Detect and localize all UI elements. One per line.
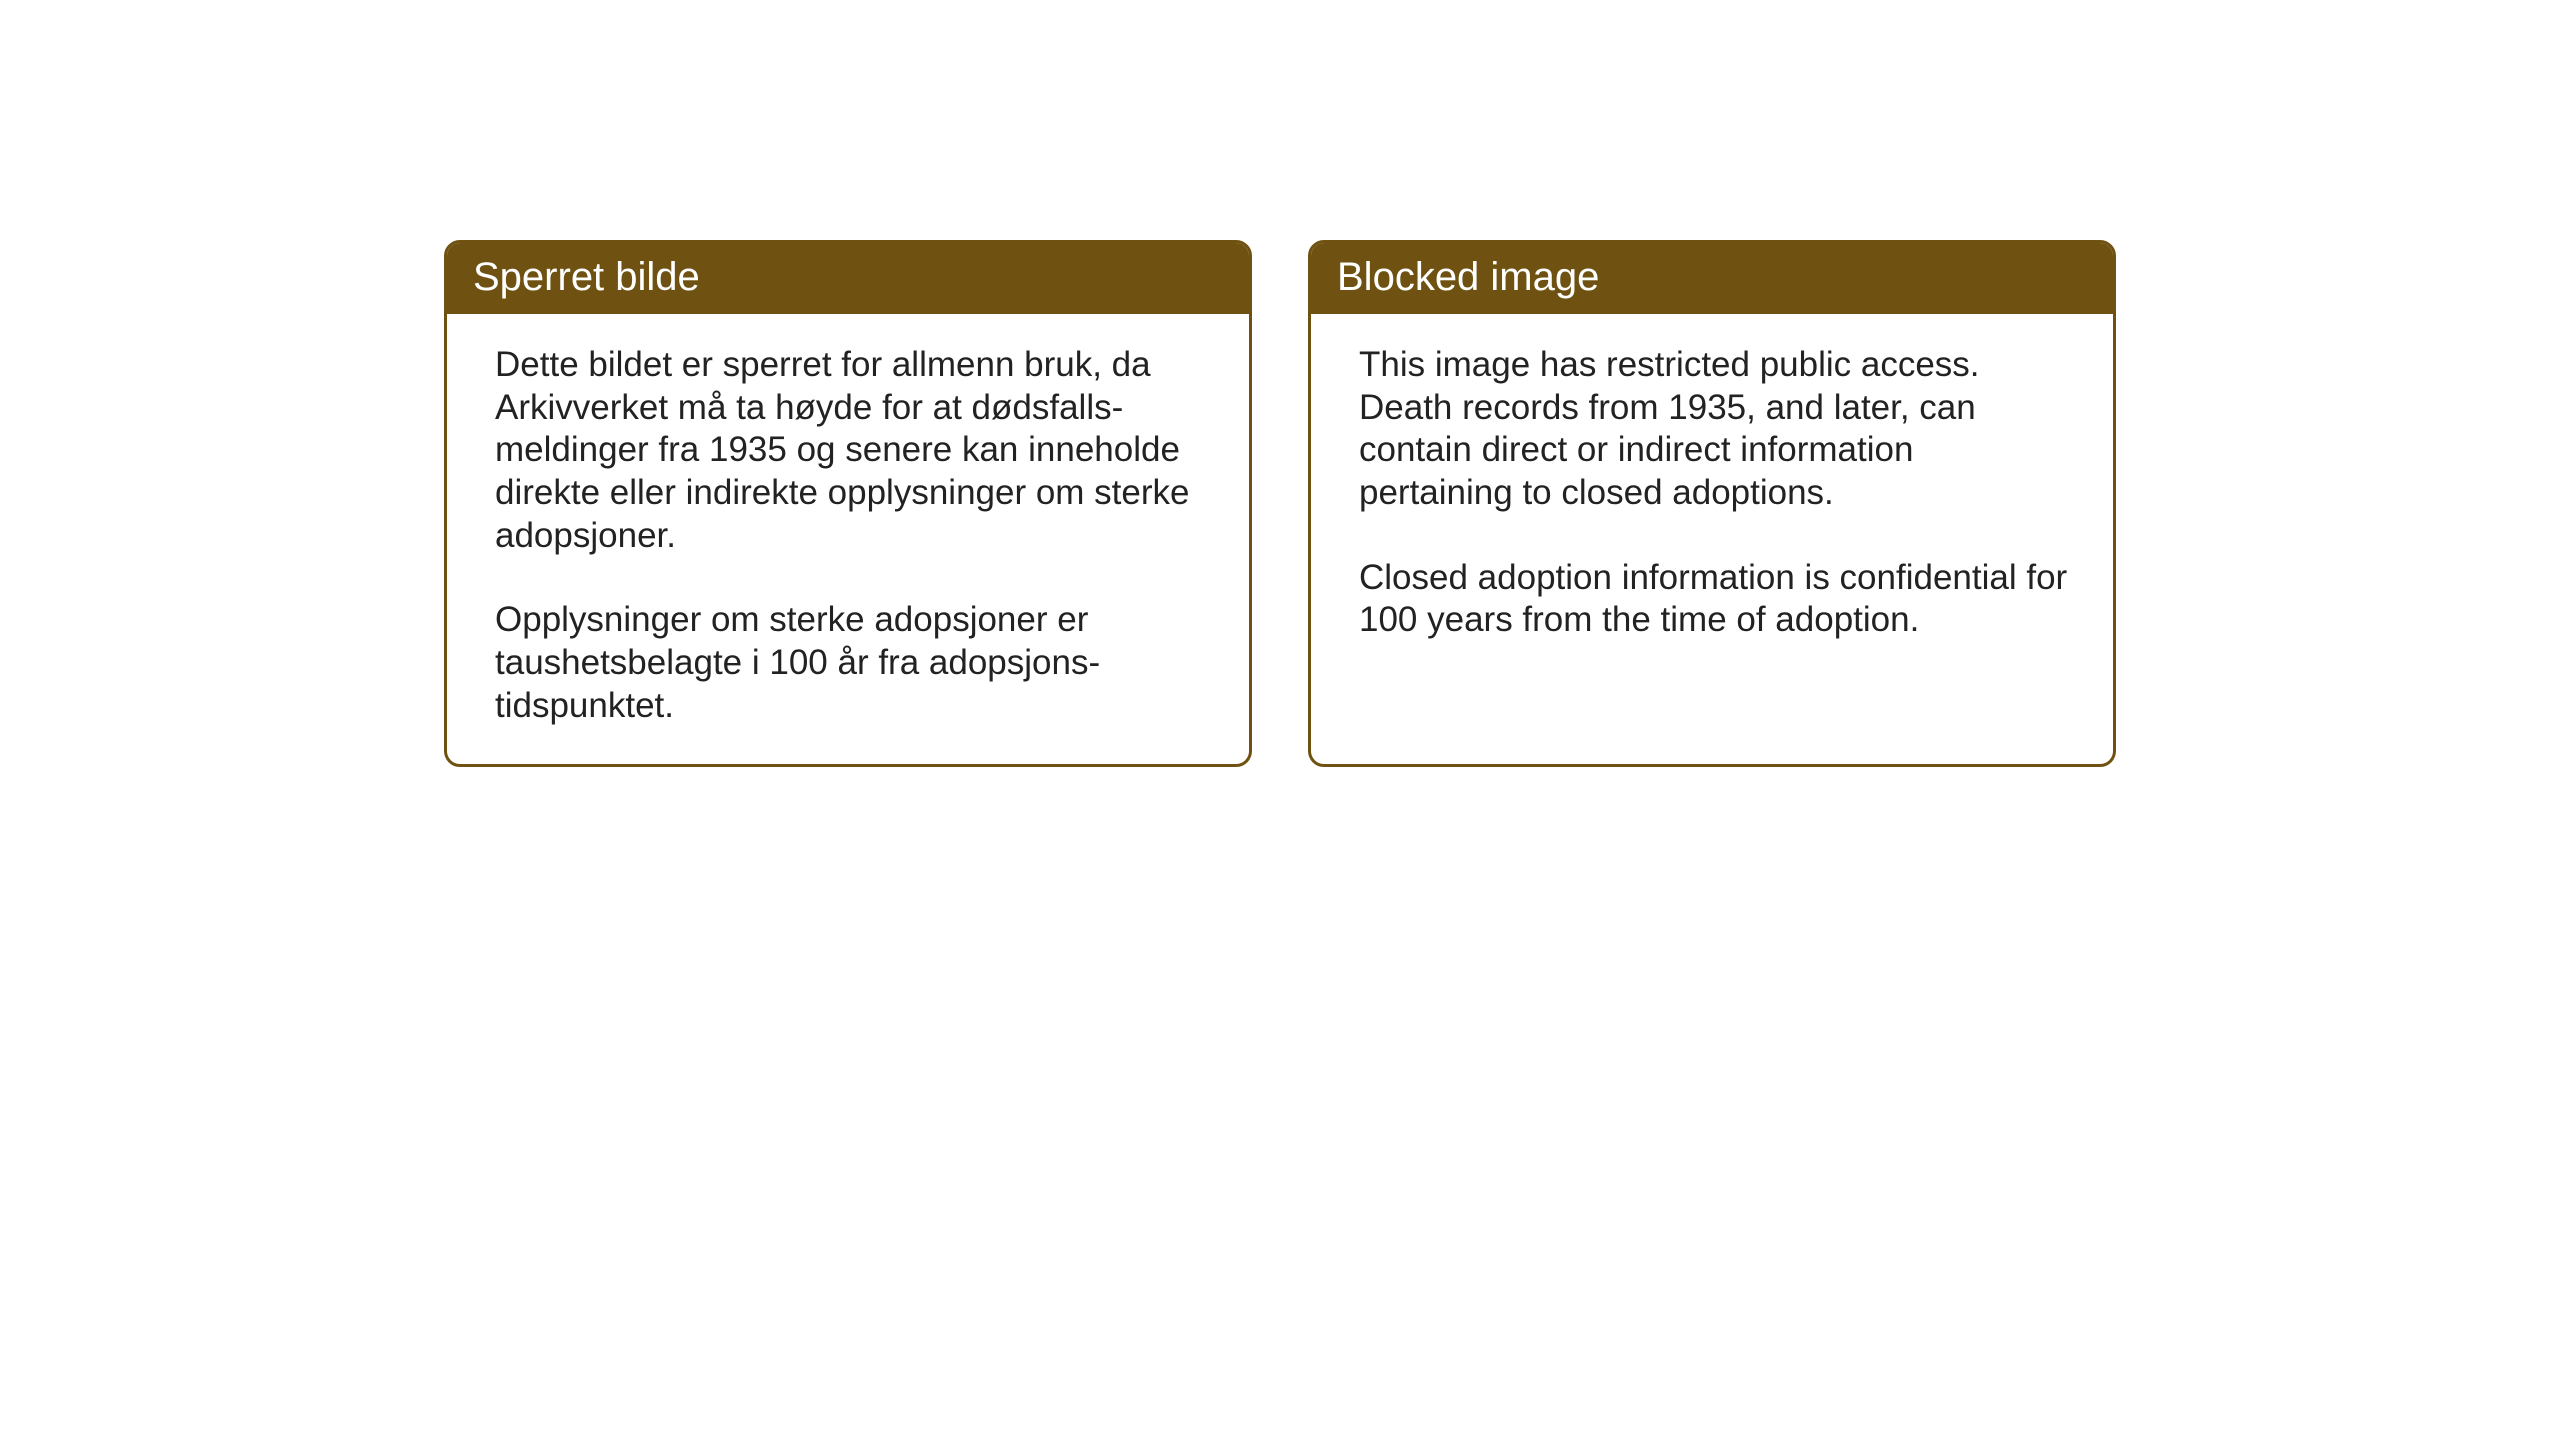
card-header-norwegian: Sperret bilde	[447, 243, 1249, 314]
paragraph-text: Dette bildet er sperret for allmenn bruk…	[495, 344, 1209, 557]
paragraph-text: Opplysninger om sterke adopsjoner er tau…	[495, 599, 1209, 727]
card-header-english: Blocked image	[1311, 243, 2113, 314]
notice-card-english: Blocked image This image has restricted …	[1308, 240, 2116, 767]
card-body-norwegian: Dette bildet er sperret for allmenn bruk…	[447, 314, 1249, 764]
notice-container: Sperret bilde Dette bildet er sperret fo…	[444, 240, 2116, 767]
paragraph-text: Closed adoption information is confident…	[1359, 557, 2073, 642]
notice-card-norwegian: Sperret bilde Dette bildet er sperret fo…	[444, 240, 1252, 767]
card-body-english: This image has restricted public access.…	[1311, 314, 2113, 678]
paragraph-text: This image has restricted public access.…	[1359, 344, 2073, 515]
